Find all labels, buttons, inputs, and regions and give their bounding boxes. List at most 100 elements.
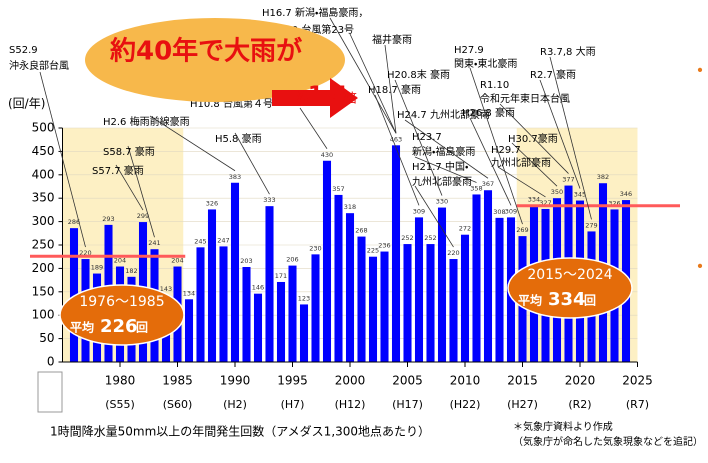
bar xyxy=(196,247,205,362)
value-label: 171 xyxy=(275,272,287,280)
value-label: 334 xyxy=(528,196,540,204)
value-label: 204 xyxy=(114,257,126,265)
x-era-label: (H27) xyxy=(507,398,538,411)
bar xyxy=(449,259,458,362)
average-badge xyxy=(59,284,185,346)
value-label: 308 xyxy=(493,208,505,216)
leader-line xyxy=(394,79,443,196)
event-annotation: S57.7 豪雨 xyxy=(92,164,144,177)
value-label: 146 xyxy=(252,284,264,292)
average-value: 334 xyxy=(548,289,586,310)
value-label: 326 xyxy=(608,199,620,207)
value-label: 358 xyxy=(470,184,482,192)
event-annotation: H26.8 豪雨 xyxy=(462,106,515,119)
y-tick-label: 250 xyxy=(32,238,55,252)
event-annotation: 令和元年東日本台風 xyxy=(480,92,570,105)
average-unit: 回 xyxy=(584,294,596,308)
bar xyxy=(414,217,424,362)
leader-line xyxy=(549,56,592,220)
x-tick-label: 1990 xyxy=(220,374,251,388)
leader-line xyxy=(39,71,86,248)
leader-line xyxy=(497,166,546,198)
value-label: 382 xyxy=(597,173,609,181)
value-label: 245 xyxy=(194,237,206,245)
x-era-label: (H12) xyxy=(335,398,366,411)
subtitle-value: 1.5 xyxy=(308,83,347,108)
value-label: 430 xyxy=(321,151,333,159)
value-label: 377 xyxy=(562,176,574,184)
bar xyxy=(230,182,240,362)
bar xyxy=(403,244,412,362)
bar xyxy=(299,304,309,362)
x-tick-label: 2015 xyxy=(507,374,538,388)
chart-title: 約40年で大雨が xyxy=(109,36,302,67)
event-annotation: H29.7 xyxy=(491,145,521,156)
bullet: ・ xyxy=(690,255,708,279)
leader-line xyxy=(511,142,558,187)
bar xyxy=(391,145,401,362)
event-annotation: H5.8 豪雨 xyxy=(215,132,262,145)
event-annotation: R1.10 xyxy=(480,80,509,91)
event-annotation: 九州北部豪雨 xyxy=(491,156,551,169)
x-era-label: (H17) xyxy=(392,398,423,411)
value-label: 268 xyxy=(355,227,367,235)
value-label: 247 xyxy=(217,236,229,244)
y-tick-label: 350 xyxy=(32,191,55,205)
value-label: 333 xyxy=(263,196,275,204)
value-label: 269 xyxy=(516,226,528,234)
subtitle-suffix: 倍 xyxy=(344,92,357,107)
value-label: 203 xyxy=(240,257,252,265)
bar xyxy=(345,213,355,362)
value-label: 309 xyxy=(505,207,517,215)
value-label: 225 xyxy=(367,247,379,255)
x-tick-label: 2025 xyxy=(622,374,653,388)
event-annotation: H18.7 豪雨 xyxy=(368,83,421,96)
leader-line xyxy=(115,164,144,211)
subtitle-prefix: 約 xyxy=(296,92,309,107)
value-label: 252 xyxy=(401,234,413,242)
source-note: （気象庁が命名した気象現象などを追記） xyxy=(513,435,703,448)
x-era-label: (H22) xyxy=(450,398,481,411)
bar xyxy=(311,254,320,362)
x-era-label: (H7) xyxy=(281,398,305,411)
overlay: 約40年で大雨が 約 1.5 倍 (回/年) 1時間降水量50mm以上の年間発生… xyxy=(8,18,708,448)
event-annotation: 福井豪雨 xyxy=(372,33,412,46)
y-tick-label: 400 xyxy=(32,167,55,181)
value-label: 204 xyxy=(171,257,183,265)
value-label: 309 xyxy=(413,207,425,215)
value-label: 383 xyxy=(229,173,241,181)
average-unit: 回 xyxy=(136,321,148,335)
average-period: 1976〜1985 xyxy=(79,294,164,310)
event-annotation: S58.7 豪雨 xyxy=(103,145,155,158)
event-annotation: 沖永良部台風 xyxy=(9,59,69,72)
bullet: ・ xyxy=(690,59,708,83)
event-annotation: H21.7 中国・ xyxy=(412,160,468,173)
bar xyxy=(184,299,194,362)
value-label: 318 xyxy=(344,203,356,211)
source: ＊気象庁資料より作成 xyxy=(513,420,613,433)
bar xyxy=(322,160,332,362)
bar xyxy=(207,209,217,362)
event-annotation: R2.7 豪雨 xyxy=(530,68,576,81)
value-label: 367 xyxy=(482,180,494,188)
x-era-label: (S55) xyxy=(105,398,135,411)
value-label: 279 xyxy=(585,221,597,229)
value-label: 327 xyxy=(539,199,551,207)
leader-line xyxy=(414,185,454,248)
value-label: 143 xyxy=(160,285,172,293)
bar xyxy=(69,228,79,362)
leader-line xyxy=(349,33,397,134)
leader-line xyxy=(149,115,236,172)
plot-area: 0 50 100 150 200 250 300 350 400 450 500 1980 (S55) 1… xyxy=(30,121,680,413)
leader-line xyxy=(127,145,155,238)
bar xyxy=(265,206,274,362)
value-label: 252 xyxy=(424,234,436,242)
leader-line xyxy=(329,17,397,134)
value-label: 241 xyxy=(148,239,160,247)
bar xyxy=(460,234,470,362)
leader-line xyxy=(384,44,397,134)
y-tick-label: 200 xyxy=(32,261,55,275)
event-annotation: H27.9 xyxy=(454,45,484,56)
leader-line xyxy=(469,117,512,206)
